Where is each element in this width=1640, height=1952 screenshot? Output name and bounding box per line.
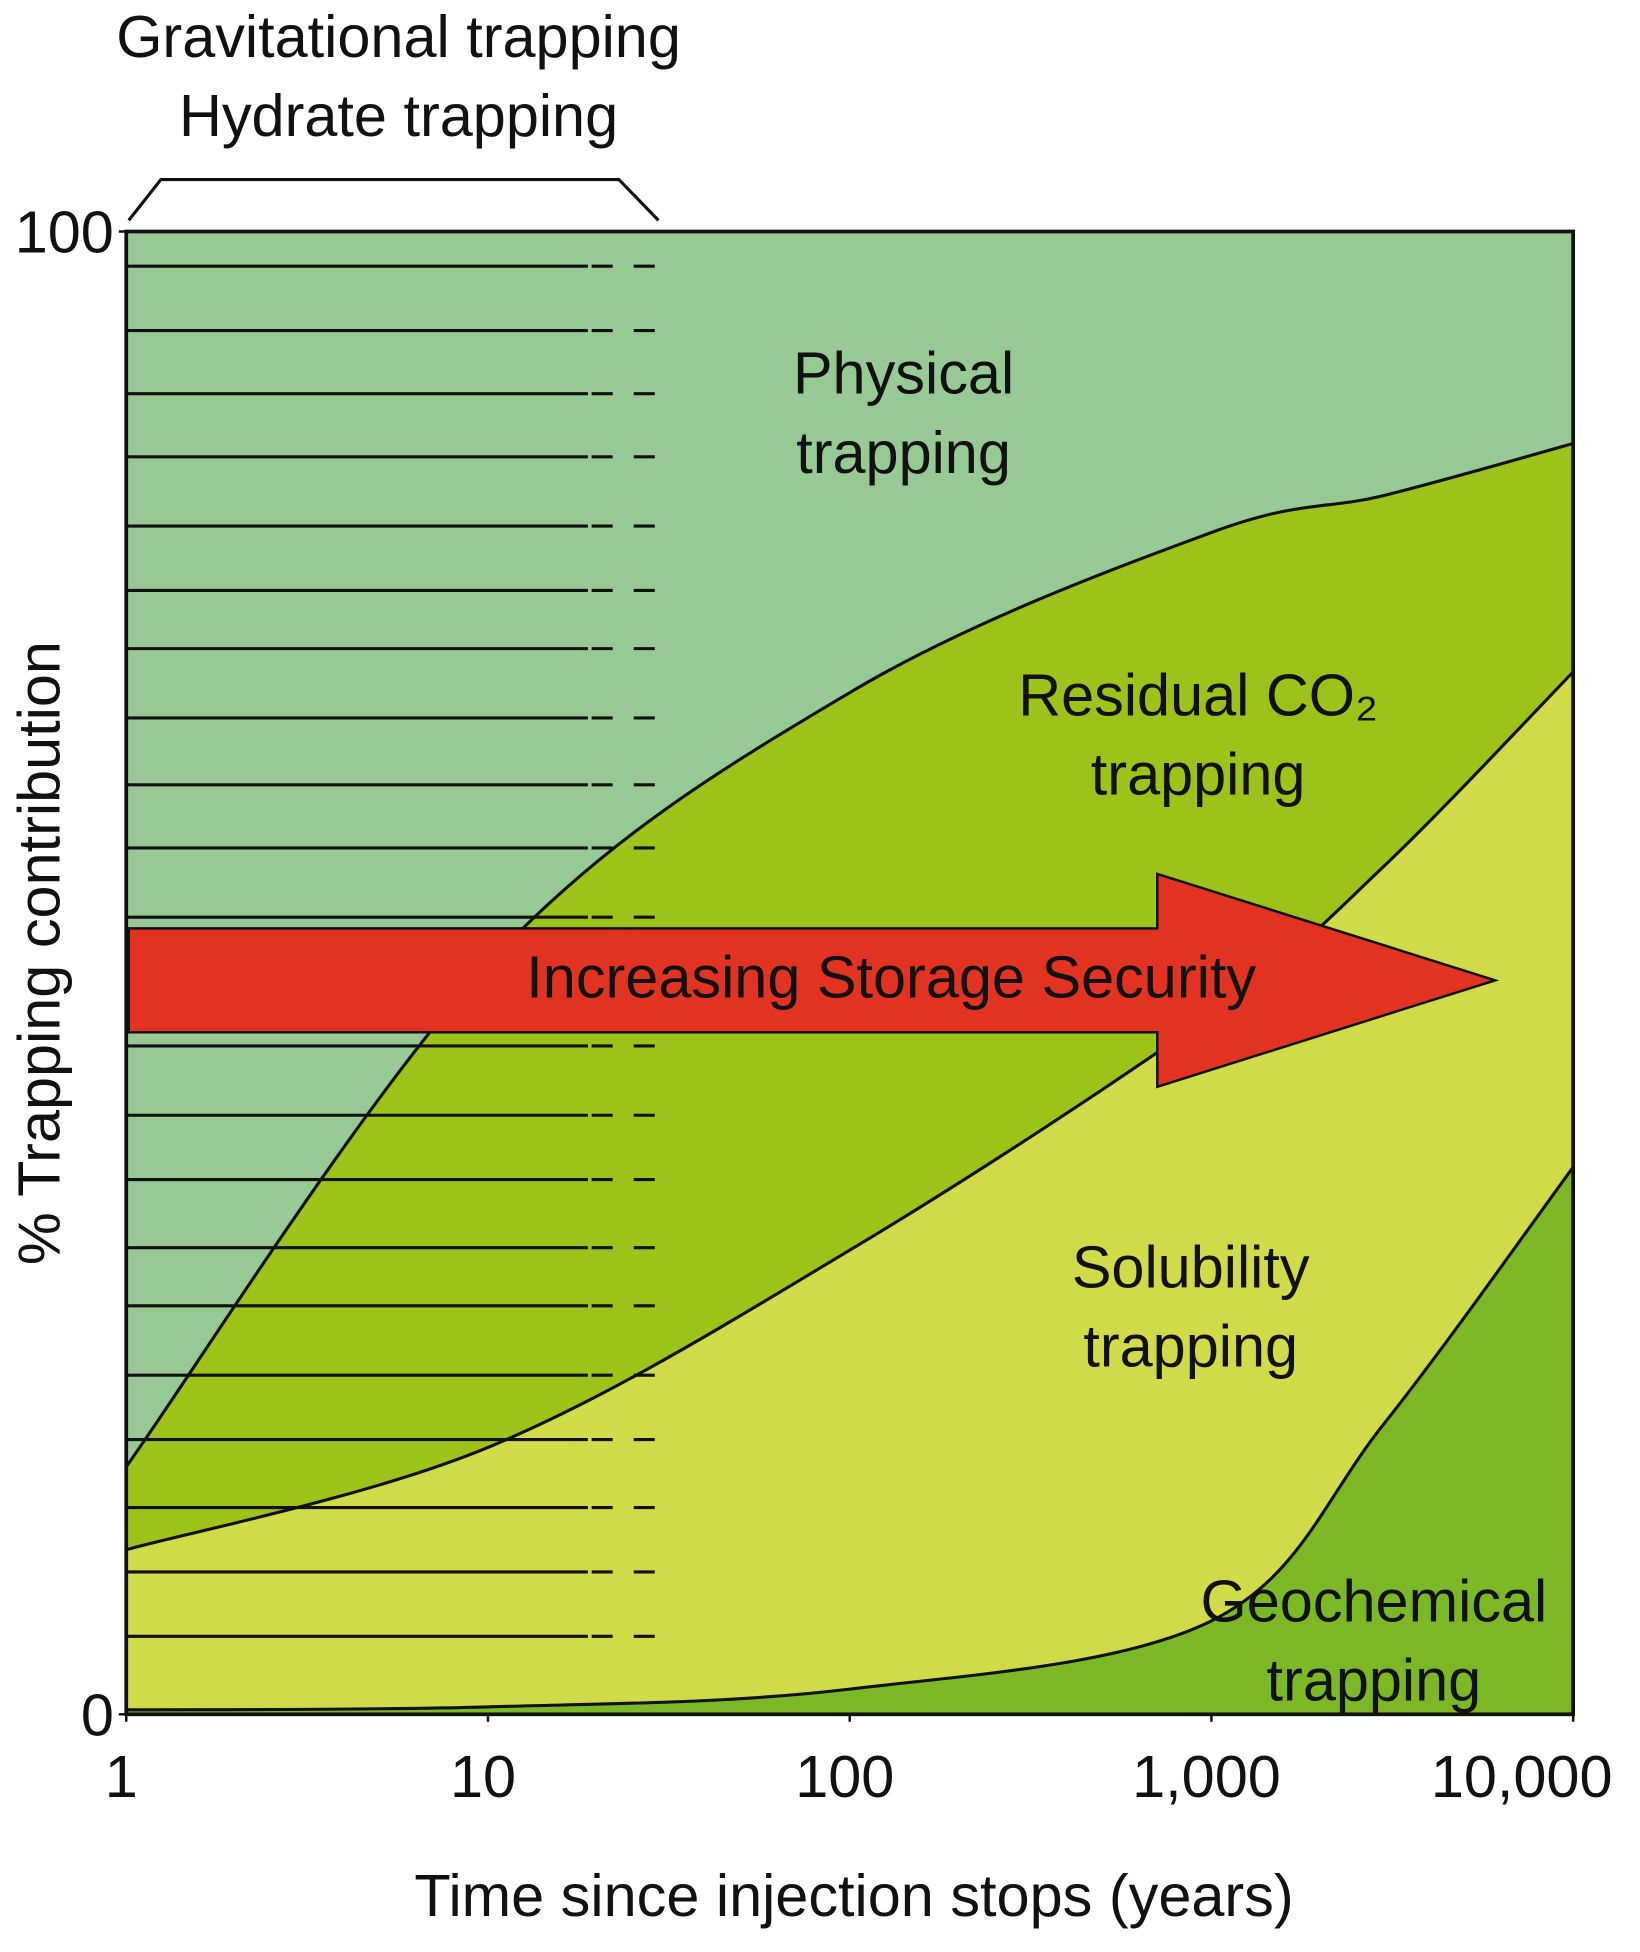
annotation: Gravitational trapping <box>116 3 681 70</box>
x-tick-label: 10,000 <box>1431 1743 1613 1810</box>
series-label: Solubility trapping <box>1072 1233 1310 1379</box>
x-tick-label: 100 <box>795 1743 894 1810</box>
area-boundary <box>124 442 1574 1468</box>
area-boundary <box>126 1166 1575 1712</box>
series-label: Residual CO₂ trapping <box>1018 661 1378 807</box>
area-boundary <box>125 670 1575 1552</box>
annotation: Hydrate trapping <box>179 82 618 149</box>
bracket <box>127 177 660 222</box>
y-tick-label: 100 <box>15 199 114 266</box>
x-axis-label: Time since injection stops (years) <box>414 1862 1293 1929</box>
series-label: Physical trapping <box>793 340 1014 486</box>
annotation: Increasing Storage Security <box>526 944 1256 1011</box>
y-axis-label: % Trapping contribution <box>5 641 72 1265</box>
area <box>126 231 1574 1467</box>
y-tick-label: 0 <box>81 1681 114 1748</box>
arrow <box>127 872 1500 1089</box>
area <box>126 671 1574 1710</box>
series-label: Geochemical trapping <box>1201 1567 1548 1713</box>
x-tick-label: 1,000 <box>1132 1743 1281 1810</box>
x-tick-label: 10 <box>450 1743 516 1810</box>
x-tick-label: 1 <box>105 1743 138 1810</box>
area <box>126 1167 1574 1715</box>
